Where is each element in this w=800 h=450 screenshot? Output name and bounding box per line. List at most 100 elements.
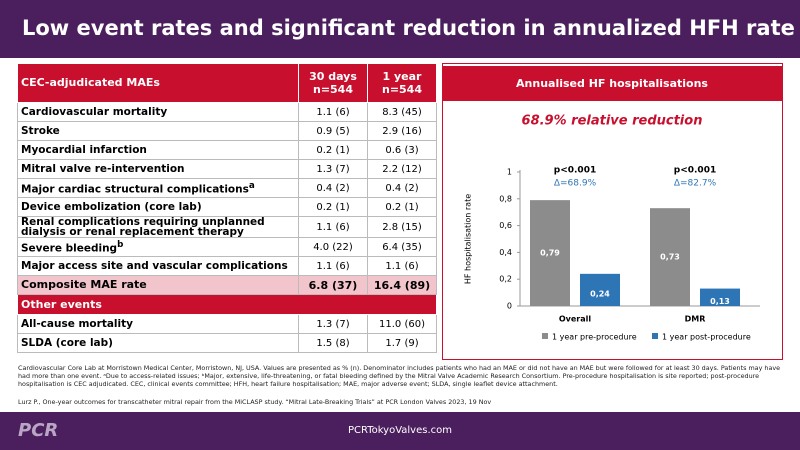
citation: Lurz P., One-year outcomes for transcath…	[18, 398, 492, 406]
value-label: 0,13	[710, 297, 730, 306]
annotation: p<0.001	[674, 166, 716, 176]
row-label-text: Renal complications requiring unplanned …	[21, 216, 265, 238]
row-value: 0.4 (2)	[298, 178, 368, 198]
bar	[700, 288, 740, 306]
row-value: 0.9 (5)	[298, 121, 368, 141]
legend-label: 1 year pre-procedure	[552, 333, 637, 342]
row-value: 16.4 (89)	[367, 275, 437, 295]
chart: Annualised HF hospitalisations 68.9% rel…	[442, 63, 783, 360]
legend-swatch	[652, 333, 658, 339]
footer-url: PCRTokyoValves.com	[347, 425, 453, 436]
row-label-text: Major cardiac structural complications	[21, 183, 249, 196]
row-label-text: Severe bleeding	[21, 242, 118, 255]
footnote-mark: a	[248, 181, 255, 192]
footnote-mark: b	[117, 240, 124, 251]
row-value: 2.8 (15)	[367, 216, 437, 238]
row-label-text: All-cause mortality	[21, 318, 133, 330]
chart-title: Annualised HF hospitalisations	[516, 77, 708, 90]
row-label-text: Mitral valve re-intervention	[21, 163, 185, 175]
bar	[650, 208, 690, 306]
row-label: Cardiovascular mortality	[17, 102, 299, 122]
y-tick-label: 0,6	[499, 221, 512, 230]
row-label-text: SLDA (core lab)	[21, 337, 113, 349]
table-row: SLDA (core lab) 1.5 (8) 1.7 (9)	[17, 333, 437, 353]
y-tick-label: 0,8	[499, 194, 512, 203]
row-label: SLDA (core lab)	[17, 333, 299, 353]
events-table: CEC-adjudicated MAEs 30 days n=544 1 year n=…	[17, 63, 437, 353]
value-label: 0,24	[590, 289, 610, 298]
chart-header	[442, 66, 783, 101]
table-row: Severe bleedingb 4.0 (22) 6.4 (35)	[17, 237, 437, 257]
x-tick-label: DMR	[685, 315, 706, 324]
row-label: Severe bleedingb	[17, 237, 299, 257]
row-label: Major cardiac structural complicationsa	[17, 178, 299, 198]
y-tick-label: 0,4	[499, 248, 512, 257]
table-row: Cardiovascular mortality 1.1 (6) 8.3 (45)	[17, 102, 437, 122]
row-value: 0.6 (3)	[367, 140, 437, 160]
table-row: Stroke 0.9 (5) 2.9 (16)	[17, 121, 437, 141]
row-value: 6.4 (35)	[367, 237, 437, 257]
footnote: Cardiovascular Core Lab at Morristown Me…	[18, 364, 781, 388]
row-value: 8.3 (45)	[367, 102, 437, 122]
header-cell: 1 year n=544	[367, 63, 437, 103]
value-label: 0,79	[540, 249, 560, 258]
table-row: Mitral valve re-intervention 1.3 (7) 2.2 (…	[17, 159, 437, 179]
table-row: Device embolization (core lab) 0.2 (1) 0.2…	[17, 197, 437, 217]
annotation: Δ=68.9%	[554, 179, 597, 189]
header-line: n=544	[381, 83, 422, 96]
row-label: All-cause mortality	[17, 314, 299, 334]
section-row: Other events	[17, 294, 437, 315]
row-label-text: Cardiovascular mortality	[21, 106, 168, 118]
row-label-text: Device embolization (core lab)	[21, 201, 202, 213]
row-value: 1.1 (6)	[367, 256, 437, 276]
footer-bar: PCR PCRTokyoValves.com	[0, 412, 800, 450]
row-value: 2.9 (16)	[367, 121, 437, 141]
table-row: Renal complications requiring unplanned …	[17, 216, 437, 238]
header-cell: CEC-adjudicated MAEs	[17, 63, 299, 103]
row-label: Mitral valve re-intervention	[17, 159, 299, 179]
row-label: Major access site and vascular complicat…	[17, 256, 299, 276]
bar	[580, 273, 620, 306]
row-value: 0.2 (1)	[298, 140, 368, 160]
header-line: n=544	[312, 83, 353, 96]
row-value: 0.2 (1)	[367, 197, 437, 217]
table-row: Major access site and vascular complicat…	[17, 256, 437, 276]
row-value: 1.3 (7)	[298, 159, 368, 179]
legend-label: 1 year post-procedure	[662, 333, 751, 342]
table-row: Composite MAE rate 6.8 (37) 16.4 (89)	[17, 275, 437, 295]
header-line: 30 days	[309, 70, 357, 83]
row-value: 6.8 (37)	[298, 275, 368, 295]
row-label-text: Major access site and vascular complicat…	[21, 260, 288, 272]
y-tick-label: 0,2	[499, 275, 512, 284]
y-tick-label: 0	[507, 302, 512, 311]
row-value: 0.4 (2)	[367, 178, 437, 198]
row-label-text: Composite MAE rate	[21, 278, 147, 291]
x-tick-label: Overall	[559, 315, 592, 324]
row-value: 1.7 (9)	[367, 333, 437, 353]
table-row: All-cause mortality 1.3 (7) 11.0 (60)	[17, 314, 437, 334]
header-line: 1 year	[382, 70, 422, 83]
y-tick-label: 1	[507, 168, 512, 177]
row-label: Myocardial infarction	[17, 140, 299, 160]
row-value: 1.3 (7)	[298, 314, 368, 334]
legend-swatch	[542, 333, 548, 339]
row-label: Composite MAE rate	[17, 275, 299, 295]
row-value: 1.5 (8)	[298, 333, 368, 353]
title-bar: Low event rates and significant reductio…	[0, 0, 800, 58]
row-value: 1.1 (6)	[298, 216, 368, 238]
header-row: CEC-adjudicated MAEs 30 days n=544 1 year n=…	[17, 63, 437, 103]
chart-subtitle: 68.9% relative reduction	[522, 114, 703, 129]
value-label: 0,73	[660, 253, 680, 262]
logo: PCR	[18, 420, 59, 441]
row-value: 4.0 (22)	[298, 237, 368, 257]
table-row: Major cardiac structural complicationsa 0…	[17, 178, 437, 198]
slide-title: Low event rates and significant reductio…	[22, 16, 795, 40]
row-label-text: Myocardial infarction	[21, 144, 147, 156]
row-value: 1.1 (6)	[298, 102, 368, 122]
table-row: Myocardial infarction 0.2 (1) 0.6 (3)	[17, 140, 437, 160]
header-cell: 30 days n=544	[298, 63, 368, 103]
row-label: Stroke	[17, 121, 299, 141]
row-label: Device embolization (core lab)	[17, 197, 299, 217]
chart-frame	[442, 63, 783, 360]
